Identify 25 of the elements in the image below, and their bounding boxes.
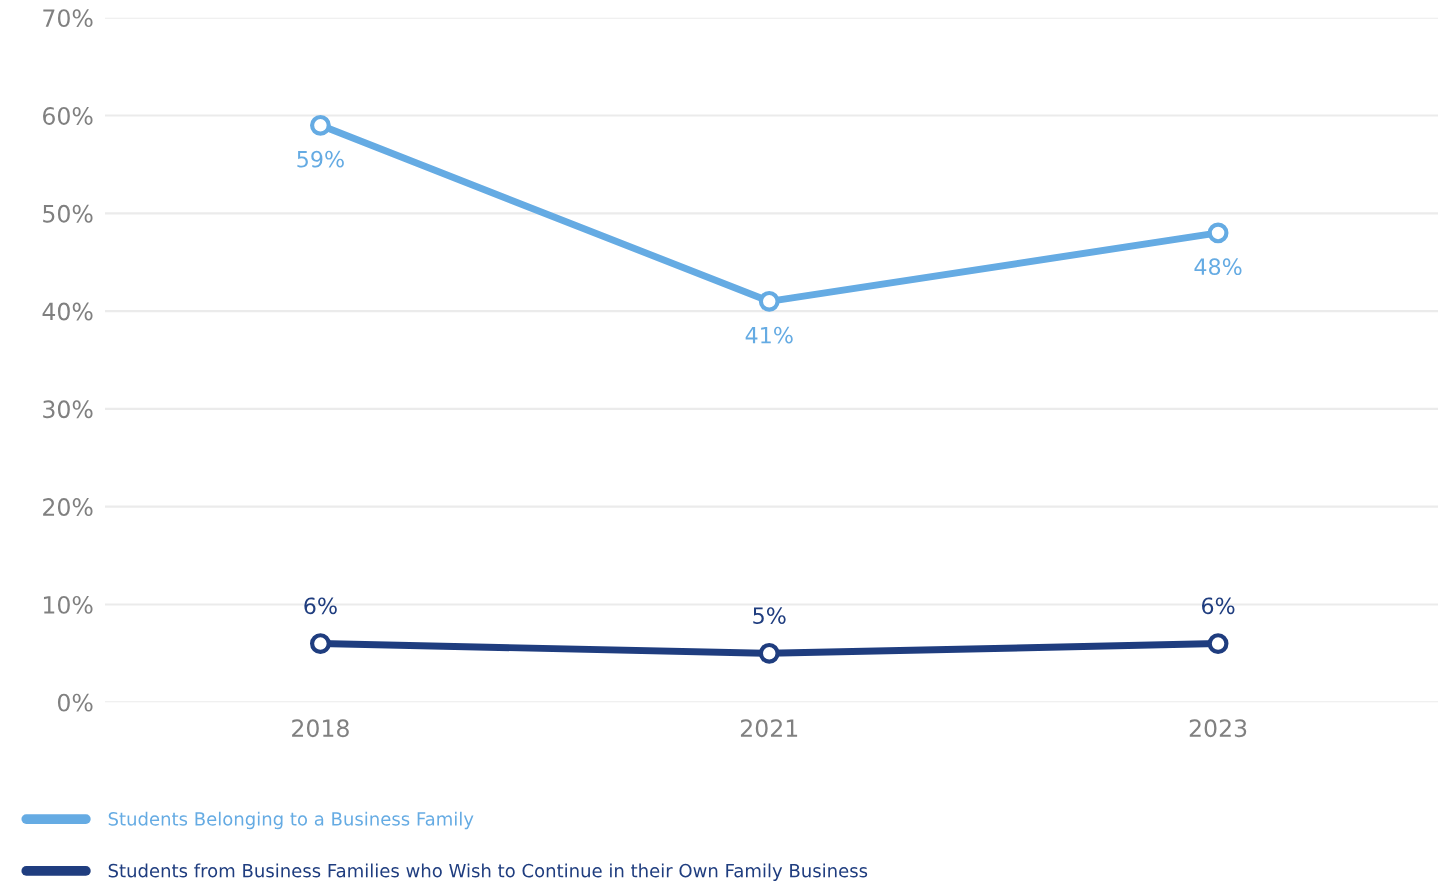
y-tick-label: 10% [43, 595, 93, 614]
y-tick-label: 20% [43, 498, 93, 516]
point [758, 290, 780, 312]
y-tick-label: 40% [42, 302, 93, 321]
point [1207, 633, 1229, 654]
y-tick-label: 50% [43, 204, 93, 223]
point [309, 633, 331, 654]
x-tick-label: 2023 [1189, 719, 1247, 738]
point [758, 642, 780, 664]
data-label: 59% [297, 150, 344, 168]
data-label: 5% [753, 607, 786, 625]
data-label: 41% [745, 326, 793, 344]
y-tick-label: 70% [43, 9, 93, 28]
x-tick-label: 2018 [292, 719, 349, 738]
data-label: 6% [304, 597, 337, 615]
x-tick-label: 2021 [740, 719, 798, 738]
data-label: 48% [1194, 258, 1242, 276]
legend-label: Students from Business Families who Wish to Continue in their Own Family Business [108, 863, 868, 881]
point [1207, 222, 1229, 244]
legend-label: Students Belonging to a Business Family [108, 811, 474, 830]
data-label: 6% [1202, 597, 1235, 615]
y-tick-label: 60% [43, 107, 93, 125]
y-tick-label: 0% [57, 693, 93, 712]
point [309, 114, 331, 136]
y-tick-label: 30% [43, 400, 93, 419]
